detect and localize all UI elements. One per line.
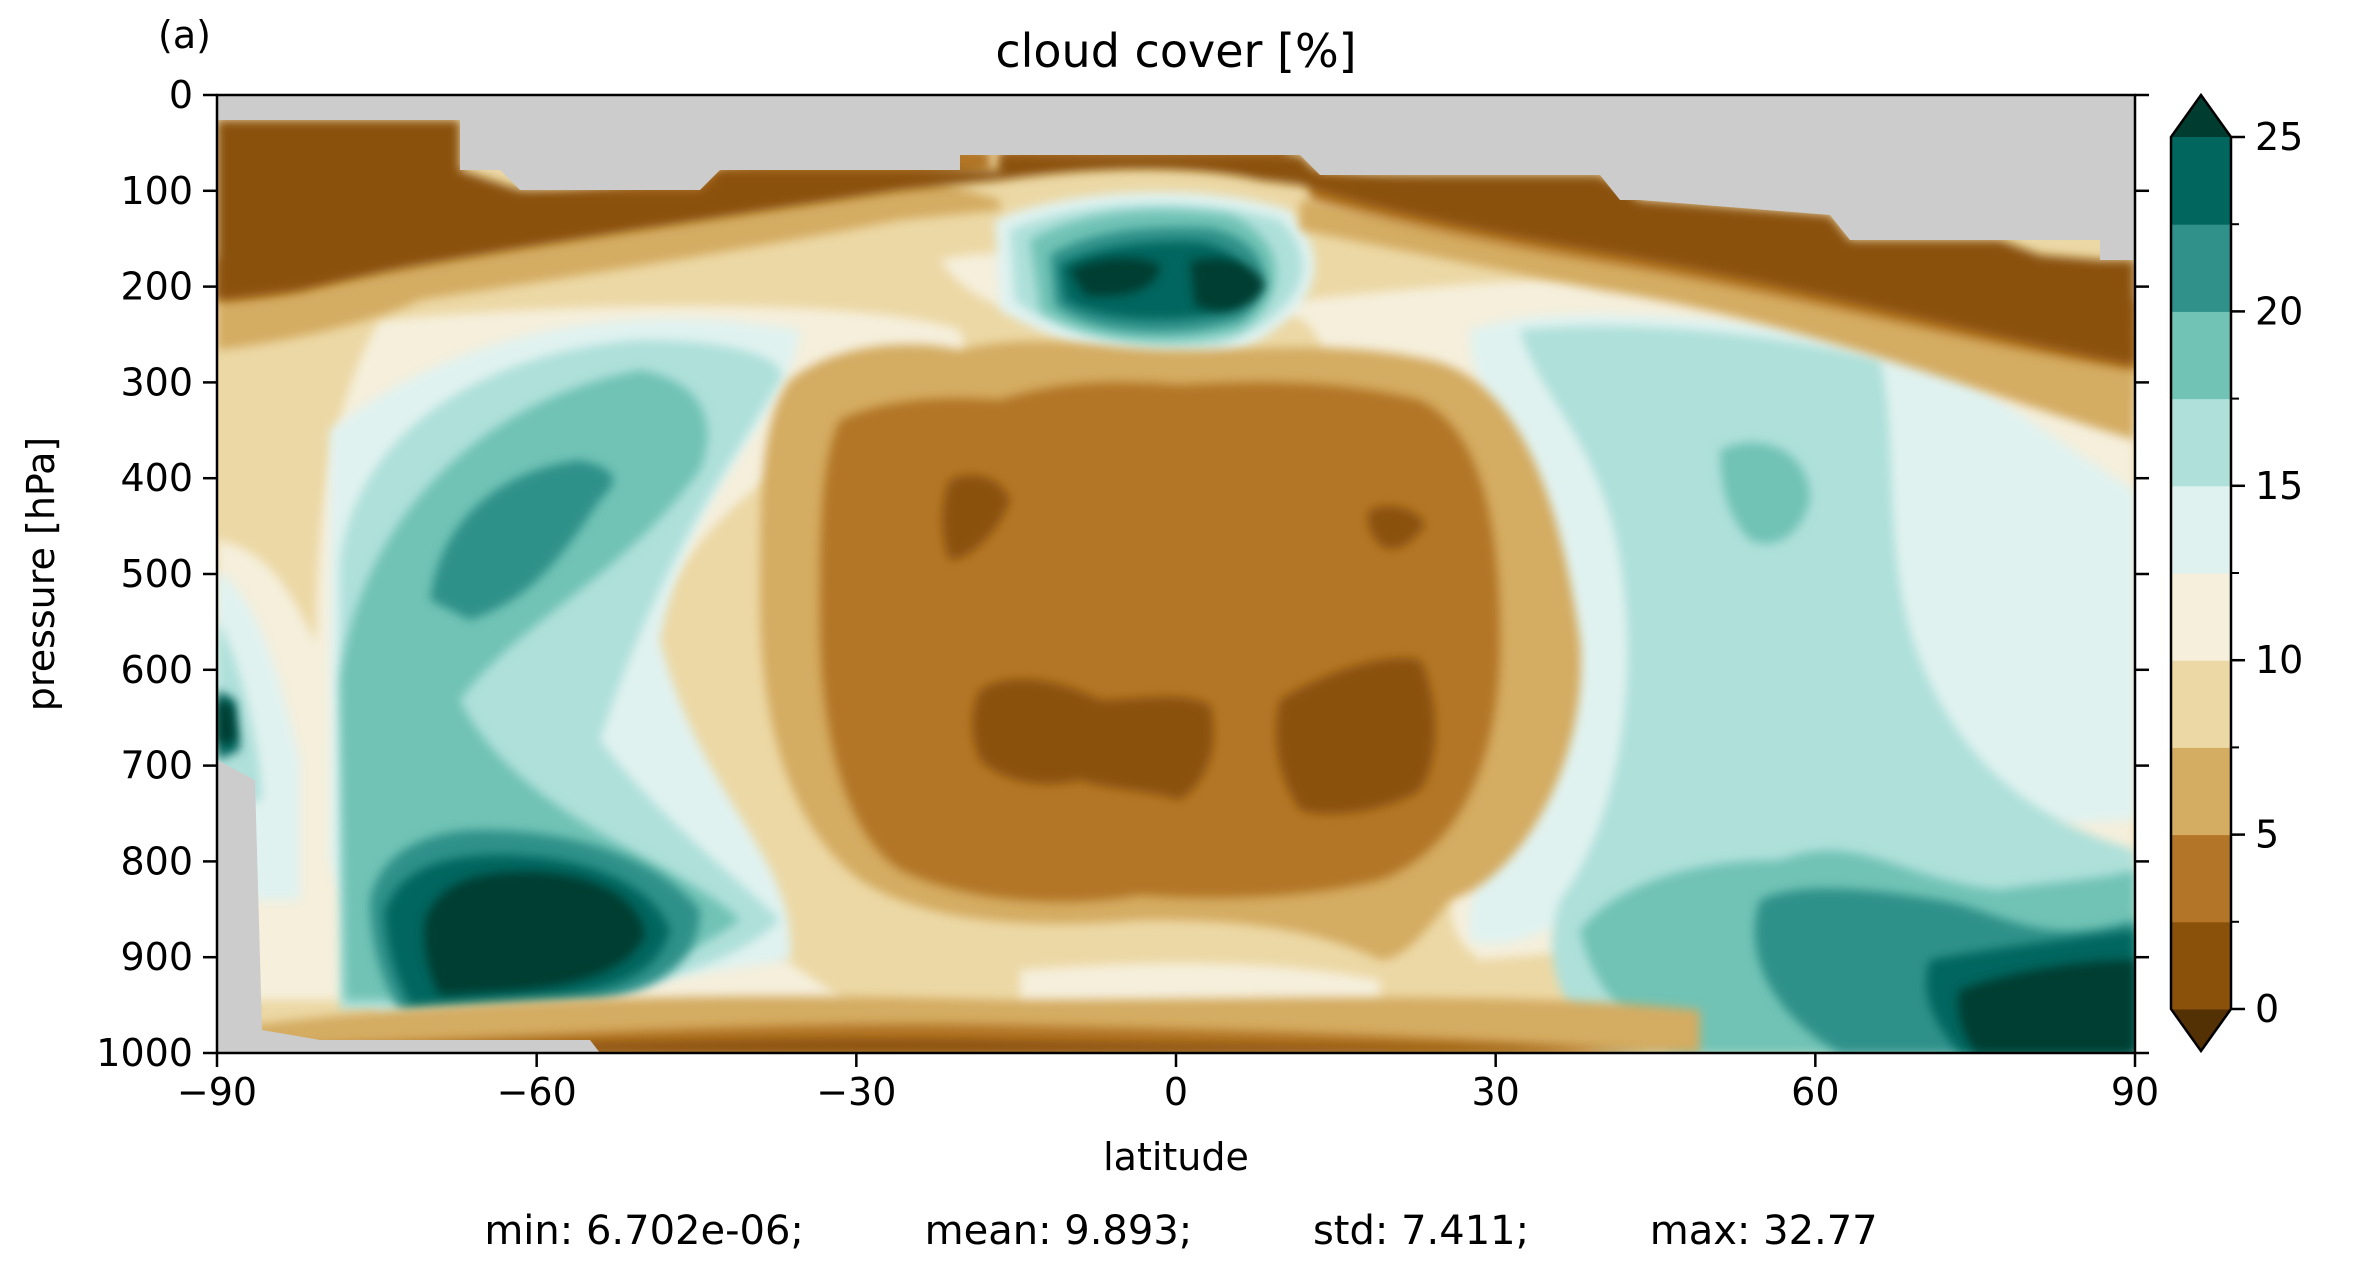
colorbar: 0 5 10 15 20 25 (2169, 92, 2303, 1054)
y-tick-label: 700 (120, 744, 193, 788)
colorbar-tick-label: 15 (2255, 464, 2303, 508)
y-tick-label: 500 (120, 552, 193, 596)
colorbar-swatch (2171, 660, 2231, 748)
colorbar-swatch (2171, 311, 2231, 400)
summary-stats: min: 6.702e-06; mean: 9.893; std: 7.411;… (0, 1208, 2362, 1254)
x-axis: −90 −60 −30 0 30 60 90 (177, 1053, 2159, 1114)
stat-std: std: 7.411; (1312, 1208, 1530, 1254)
colorbar-swatch (2171, 137, 2231, 225)
x-axis-label: latitude (1103, 1135, 1249, 1179)
colorbar-swatch (2171, 921, 2231, 1010)
y-tick-label: 800 (120, 839, 193, 883)
y-axis-label: pressure [hPa] (19, 437, 63, 711)
colorbar-tick-label: 10 (2255, 638, 2303, 682)
colorbar-swatch (2171, 224, 2231, 312)
contour-band-25 (217, 258, 2135, 1053)
colorbar-swatch (2171, 485, 2231, 574)
x-tick-label: 60 (1791, 1070, 1839, 1114)
y-axis: 0 100 200 300 400 500 600 700 800 900 1000 (96, 73, 2149, 1075)
colorbar-extend-max (2171, 95, 2231, 137)
panel-label: (a) (158, 13, 211, 57)
missing-data (217, 95, 2135, 1053)
x-tick-label: 0 (1164, 1070, 1188, 1114)
y-tick-label: 1000 (96, 1031, 193, 1075)
x-tick-label: −30 (816, 1070, 896, 1114)
colorbar-tick-label: 20 (2255, 289, 2303, 333)
colorbar-tick-label: 25 (2255, 115, 2303, 159)
stat-mean: mean: 9.893; (924, 1208, 1193, 1254)
plot-area (217, 95, 2135, 1053)
colorbar-extend-min (2171, 1009, 2231, 1051)
y-tick-label: 100 (120, 169, 193, 213)
y-tick-label: 300 (120, 360, 193, 404)
colorbar-swatch (2171, 834, 2231, 923)
colorbar-swatch (2171, 398, 2231, 487)
x-tick-label: 90 (2111, 1070, 2159, 1114)
y-tick-label: 200 (120, 265, 193, 309)
colorbar-tick-label: 5 (2255, 813, 2279, 857)
colorbar-tick-label: 0 (2255, 987, 2279, 1031)
colorbar-swatch (2171, 747, 2231, 836)
y-tick-label: 900 (120, 935, 193, 979)
y-tick-label: 600 (120, 648, 193, 692)
stat-max: max: 32.77 (1649, 1208, 1878, 1254)
x-tick-label: 30 (1471, 1070, 1519, 1114)
x-tick-label: −60 (497, 1070, 577, 1114)
stat-min: min: 6.702e-06; (484, 1208, 804, 1254)
y-tick-label: 400 (120, 456, 193, 500)
x-tick-label: −90 (177, 1070, 257, 1114)
y-tick-label: 0 (169, 73, 193, 117)
chart-title: cloud cover [%] (995, 24, 1356, 78)
colorbar-swatch (2171, 573, 2231, 661)
